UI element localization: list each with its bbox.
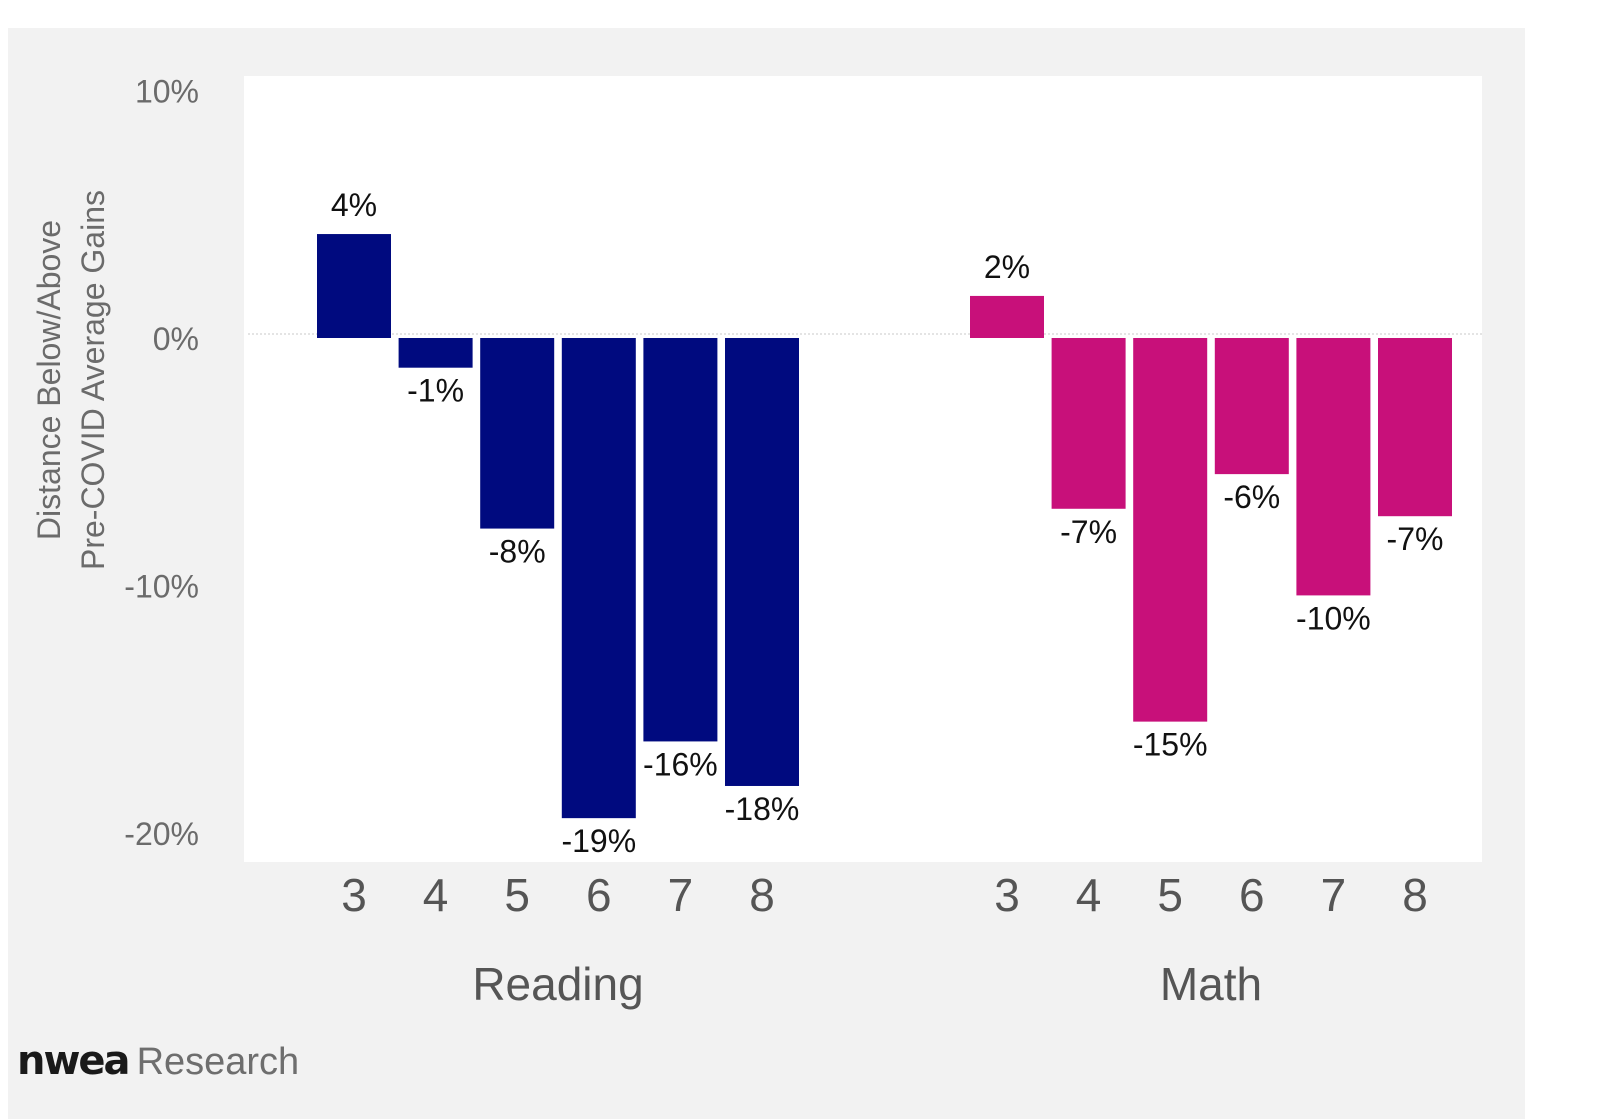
bar	[1296, 338, 1371, 596]
bar	[1378, 338, 1452, 517]
bar	[398, 338, 473, 368]
group-label: Reading	[472, 958, 643, 1010]
x-tick-label: 5	[1157, 869, 1183, 921]
group-label: Math	[1160, 958, 1262, 1010]
x-tick-label: 3	[341, 869, 367, 921]
x-tick-label: 4	[1076, 869, 1102, 921]
data-label: -16%	[643, 746, 718, 782]
data-label: -19%	[561, 823, 636, 859]
data-label: -15%	[1133, 727, 1208, 763]
bar	[480, 338, 555, 529]
bar	[725, 338, 799, 786]
nwea-logo: nwea	[17, 1038, 131, 1084]
bar	[1133, 338, 1208, 722]
bar	[643, 338, 718, 742]
bar	[970, 295, 1044, 338]
x-tick-label: 7	[1321, 869, 1347, 921]
data-label: -1%	[407, 373, 464, 409]
data-label: -7%	[1387, 521, 1444, 557]
x-tick-label: 6	[586, 869, 612, 921]
y-tick-label: -10%	[124, 569, 199, 605]
bar	[317, 234, 391, 338]
plot-area	[244, 76, 1482, 862]
x-tick-label: 7	[668, 869, 694, 921]
nwea-research-brand: nwea Research	[17, 1038, 299, 1088]
y-axis-label-line: Distance Below/Above	[31, 220, 67, 540]
data-label: 4%	[331, 187, 377, 223]
bar	[561, 338, 636, 819]
bar	[1214, 338, 1289, 475]
y-tick-label: 0%	[153, 321, 199, 357]
y-tick-label: -20%	[124, 816, 199, 852]
data-label: -18%	[725, 791, 800, 827]
x-tick-label: 5	[504, 869, 530, 921]
bar	[1051, 338, 1126, 509]
data-label: -6%	[1223, 479, 1280, 515]
x-tick-label: 8	[1402, 869, 1428, 921]
y-axis-label: Distance Below/Above Pre-COVID Average Ga…	[31, 190, 111, 570]
x-tick-label: 8	[749, 869, 775, 921]
x-tick-label: 6	[1239, 869, 1265, 921]
brand-research-label: Research	[136, 1041, 300, 1083]
data-label: 2%	[984, 249, 1030, 285]
y-tick-label: 10%	[135, 74, 199, 110]
data-label: -8%	[489, 534, 546, 570]
y-axis-label-line: Pre-COVID Average Gains	[75, 190, 111, 570]
x-tick-label: 3	[994, 869, 1020, 921]
data-label: -10%	[1296, 600, 1371, 636]
x-tick-label: 4	[423, 869, 449, 921]
data-label: -7%	[1060, 514, 1117, 550]
